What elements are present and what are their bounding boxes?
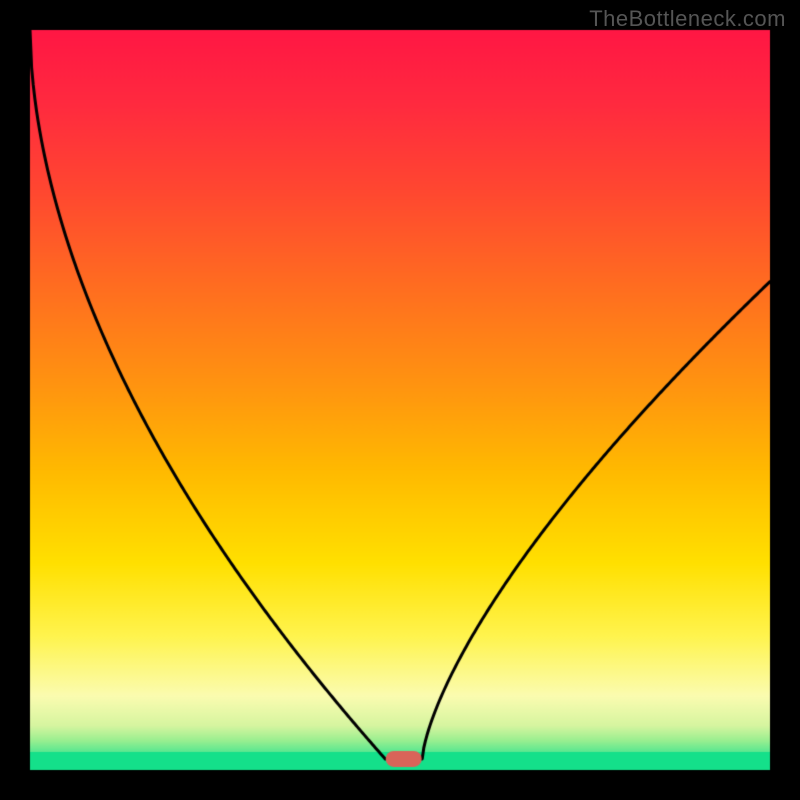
chart-container: TheBottleneck.com (0, 0, 800, 800)
watermark-text: TheBottleneck.com (589, 6, 786, 32)
bottleneck-chart-canvas (0, 0, 800, 800)
